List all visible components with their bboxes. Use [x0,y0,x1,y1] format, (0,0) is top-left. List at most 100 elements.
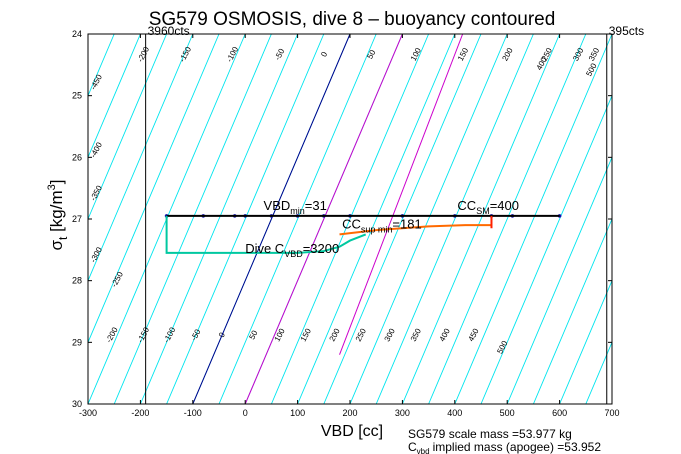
contour-label-lower: -100 [162,325,178,344]
buoyancy-contour-line [88,34,194,282]
x-tick-label: 300 [395,408,410,418]
y-axis-label-sup: 3 [46,184,58,190]
x-tick-label: -200 [131,408,149,418]
contour-label-lower: 400 [438,327,452,343]
footer-line-1: SG579 scale mass =53.977 kg [408,427,572,441]
contour-label-lower: -250 [109,270,125,289]
annotation: CCSM=400 [457,198,519,216]
annotation-value: =181 [392,216,421,231]
annotation-value: =400 [490,198,519,213]
buoyancy-contour-line [428,34,587,404]
x-tick-label: 400 [447,408,462,418]
annotation-sub: VBD [284,249,303,259]
reference-lines [192,34,464,404]
reference-line [339,34,464,355]
buoyancy-contour-line [166,34,325,404]
footer-line-2-text: implied mass (apogee) =53.952 [433,440,602,454]
buoyancy-contour-line [638,34,681,404]
buoyancy-contour-line [664,34,681,404]
y-tick-label: 25 [72,91,82,101]
contour-label-left: -450 [89,72,105,91]
buoyancy-contours [0,34,681,404]
buoyancy-contour-line [88,34,220,344]
annotation-sub: min [290,206,305,216]
buoyancy-contour-line [611,402,612,404]
contour-label-top: -200 [136,45,152,64]
x-tick-label: 500 [500,408,515,418]
y-axis-label: σt [kg/m3] [46,180,70,251]
vbd-limit-label: 395cts [609,24,644,38]
buoyancy-contour-line [113,34,272,404]
x-tick-label: 100 [290,408,305,418]
data-series [164,214,562,254]
contour-label-lower: 300 [383,327,397,343]
contour-label-top: 350 [587,46,601,62]
footer-prefix-sub: vbd [417,447,430,454]
annotation-main: CC [342,216,361,231]
footer-prefix: C [408,440,417,454]
annotation-main: VBD [264,198,291,213]
y-axis-label-unit: [kg/m [47,190,66,236]
y-tick-label: 30 [72,399,82,409]
contour-label-top: 200 [501,46,515,62]
buoyancy-contour-line [532,217,612,404]
buoyancy-contour-line [375,34,534,404]
y-tick-label: 26 [72,152,82,162]
vbd-limit-lines: 3960cts 395cts [145,24,644,404]
y-axis-label-main: σ [47,240,66,251]
contour-label-left: -400 [89,140,105,159]
y-tick-label: 28 [72,276,82,286]
axes: -300 -200 -100 0 100 200 300 400 500 600 700242526… [72,29,620,418]
annotation-sub: sup min [361,224,393,234]
y-tick-label: 29 [72,337,82,347]
buoyancy-contour-line [0,34,36,404]
contour-label-lower: 150 [299,327,313,343]
contour-label-top: 50 [365,48,377,61]
vbd-limit-label: 3960cts [148,24,190,38]
x-axis-label: VBD [cc] [321,423,383,440]
buoyancy-contour-line [480,94,612,404]
contour-label-lower: -150 [136,325,152,344]
contour-label-top: -50 [273,47,287,62]
buoyancy-contour-labels: -200 -150 -100 -50 0 50 100 150 200 250 300 350-450… [89,45,602,356]
annotation: CCsup min=181 [342,216,422,234]
buoyancy-contour-line [218,34,377,404]
buoyancy-contour-line [0,34,9,404]
contour-label-top-right: 500 [584,61,598,77]
x-tick-label: 0 [243,408,248,418]
contour-label-top: -150 [178,45,194,64]
contour-label-lower: -50 [189,327,203,342]
annotation-main: Dive C [245,241,284,256]
series-line [165,215,367,254]
buoyancy-contour-line [454,34,612,404]
contour-label-lower: 450 [466,327,480,343]
annotation-value: =3200 [303,241,340,256]
series-line [339,224,492,236]
reference-line [244,34,403,404]
y-axis-label-close: ] [47,180,66,185]
buoyancy-contour-line [401,34,561,404]
annotation: VBDmin=31 [264,198,327,216]
buoyancy-contour-line [506,156,612,404]
contour-label-top: 150 [456,46,470,62]
contour-label-top: 300 [571,46,585,62]
annotation: Dive CVBD=3200 [245,241,339,259]
contour-label-top: 100 [409,46,423,62]
x-tick-label: -100 [184,408,202,418]
contour-label-lower: 350 [409,327,423,343]
annotation-sub: SM [476,206,490,216]
contour-label-lower: 50 [247,328,259,341]
x-tick-label: 200 [342,408,357,418]
x-tick-label: -300 [79,408,97,418]
reference-line [192,34,351,404]
annotation-main: CC [457,198,476,213]
contour-label-top: -100 [225,45,241,64]
buoyancy-contour-line [139,34,299,404]
x-tick-label: 700 [604,408,619,418]
x-tick-label: 600 [552,408,567,418]
buoyancy-contour-line [270,34,430,404]
y-axis-label-sub: t [56,236,70,240]
buoyancy-contour-line [297,34,456,404]
